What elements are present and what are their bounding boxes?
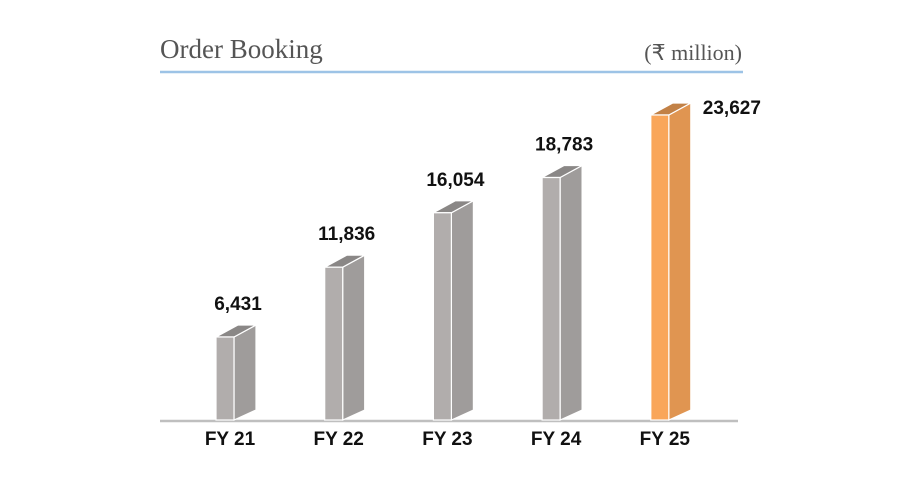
x-tick-label: FY 23: [422, 429, 472, 450]
chart-title: Order Booking: [160, 34, 323, 64]
bar: [650, 114, 670, 421]
x-tick-label: FY 22: [314, 429, 364, 450]
bar-side: [342, 254, 366, 421]
value-label: 11,836: [318, 224, 375, 245]
x-tick-label: FY 25: [640, 429, 691, 450]
value-label: 18,783: [535, 135, 593, 156]
value-label: 23,627: [703, 98, 761, 119]
x-tick-label: FY 21: [205, 429, 256, 450]
bar: [215, 336, 235, 421]
bar-side: [450, 199, 474, 421]
bar-side: [233, 323, 257, 421]
bar: [541, 176, 561, 421]
unit-label: (₹ million): [644, 40, 742, 65]
value-label: 16,054: [426, 170, 485, 191]
bar: [324, 266, 344, 421]
bar-side: [559, 164, 583, 421]
value-label: 6,431: [214, 294, 262, 315]
bar-side: [668, 101, 692, 421]
bar: [432, 212, 452, 421]
x-tick-label: FY 24: [531, 429, 582, 450]
